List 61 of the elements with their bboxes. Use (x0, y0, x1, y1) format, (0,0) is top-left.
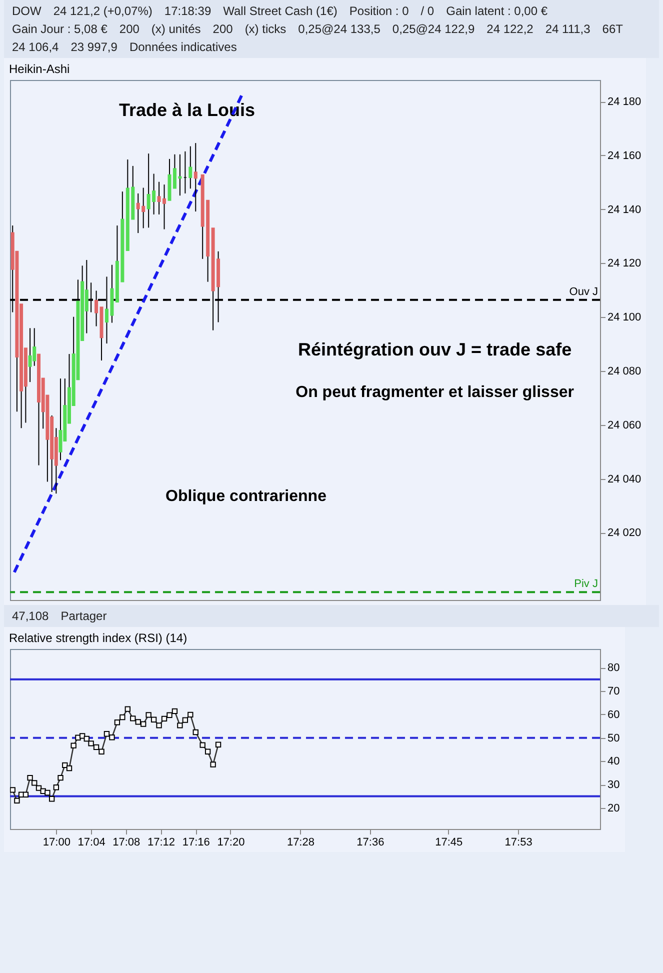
x-tick-label: 17:08 (112, 836, 140, 848)
candlestick (28, 328, 32, 383)
x-tick-label: 17:20 (217, 836, 245, 848)
x-tick-label: 17:45 (435, 836, 463, 848)
text: / 0 (420, 4, 434, 18)
x-tick-label: 17:28 (286, 836, 314, 848)
y-tick-label: 24 140 (608, 204, 642, 216)
text: 17:18:39 (164, 4, 212, 18)
text: 24 106,4 (12, 40, 59, 54)
annotation: Réintégration ouv J = trade safe (298, 339, 572, 360)
y-tick-label: 60 (608, 708, 620, 721)
x-tick-label: 17:36 (356, 836, 384, 848)
text: Gain Jour : 5,08 € (12, 22, 108, 36)
text: 24 111,3 (545, 22, 590, 36)
x-tick-label: 17:53 (504, 836, 532, 848)
chart-title: Heikin-Ashi (9, 62, 70, 76)
text: Position : 0 (349, 4, 409, 18)
text: Gain latent : 0,00 € (446, 4, 548, 18)
text: 24 122,2 (486, 22, 534, 36)
candlestick (58, 378, 62, 461)
x-tick-label: 17:04 (78, 836, 106, 848)
annotation: Oblique contrarienne (166, 488, 327, 505)
annotation: Trade à la Louis (118, 100, 256, 120)
ref-line-label: Piv J (574, 578, 598, 590)
ref-line-label: Ouv J (569, 286, 598, 298)
text: 0,25@24 133,5 (298, 22, 380, 36)
y-tick-label: 30 (608, 779, 620, 792)
chart-title: Relative strength index (RSI) (14) (9, 631, 188, 645)
text: Données indicatives (129, 40, 237, 54)
text: Partager (60, 609, 107, 623)
text: (x) ticks (244, 22, 286, 36)
text: 200 (119, 22, 140, 36)
y-tick-label: 50 (608, 732, 620, 744)
text: Wall Street Cash (1€) (223, 4, 338, 18)
y-tick-label: 24 120 (608, 258, 642, 270)
text: DOW (12, 4, 42, 18)
y-tick-label: 24 180 (608, 96, 642, 108)
x-tick-label: 17:12 (147, 836, 176, 848)
y-tick-label: 20 (608, 802, 620, 814)
annotation: On peut fragmenter et laisser glisser (296, 384, 574, 401)
y-tick-label: 70 (608, 686, 620, 698)
y-tick-label: 24 100 (608, 312, 642, 324)
y-tick-label: 40 (608, 756, 620, 768)
candlestick (188, 146, 192, 190)
y-tick-label: 80 (608, 662, 620, 674)
text: 24 121,2 (+0,07%) (53, 4, 152, 18)
y-tick-label: 24 080 (608, 365, 642, 378)
x-tick-label: 17:00 (42, 836, 70, 848)
text: 66T (602, 22, 623, 36)
text: 23 997,9 (70, 40, 118, 54)
text: 0,25@24 122,9 (392, 22, 475, 36)
text: 47,108 (12, 609, 49, 623)
candlestick (32, 328, 36, 366)
text: (x) unités (151, 22, 201, 36)
y-tick-label: 24 160 (608, 150, 642, 162)
y-tick-label: 24 060 (608, 419, 642, 432)
text: 200 (212, 22, 233, 36)
x-tick-label: 17:16 (182, 836, 210, 848)
y-tick-label: 24 020 (608, 527, 642, 540)
candlestick (194, 142, 198, 212)
y-tick-label: 24 040 (608, 473, 642, 486)
